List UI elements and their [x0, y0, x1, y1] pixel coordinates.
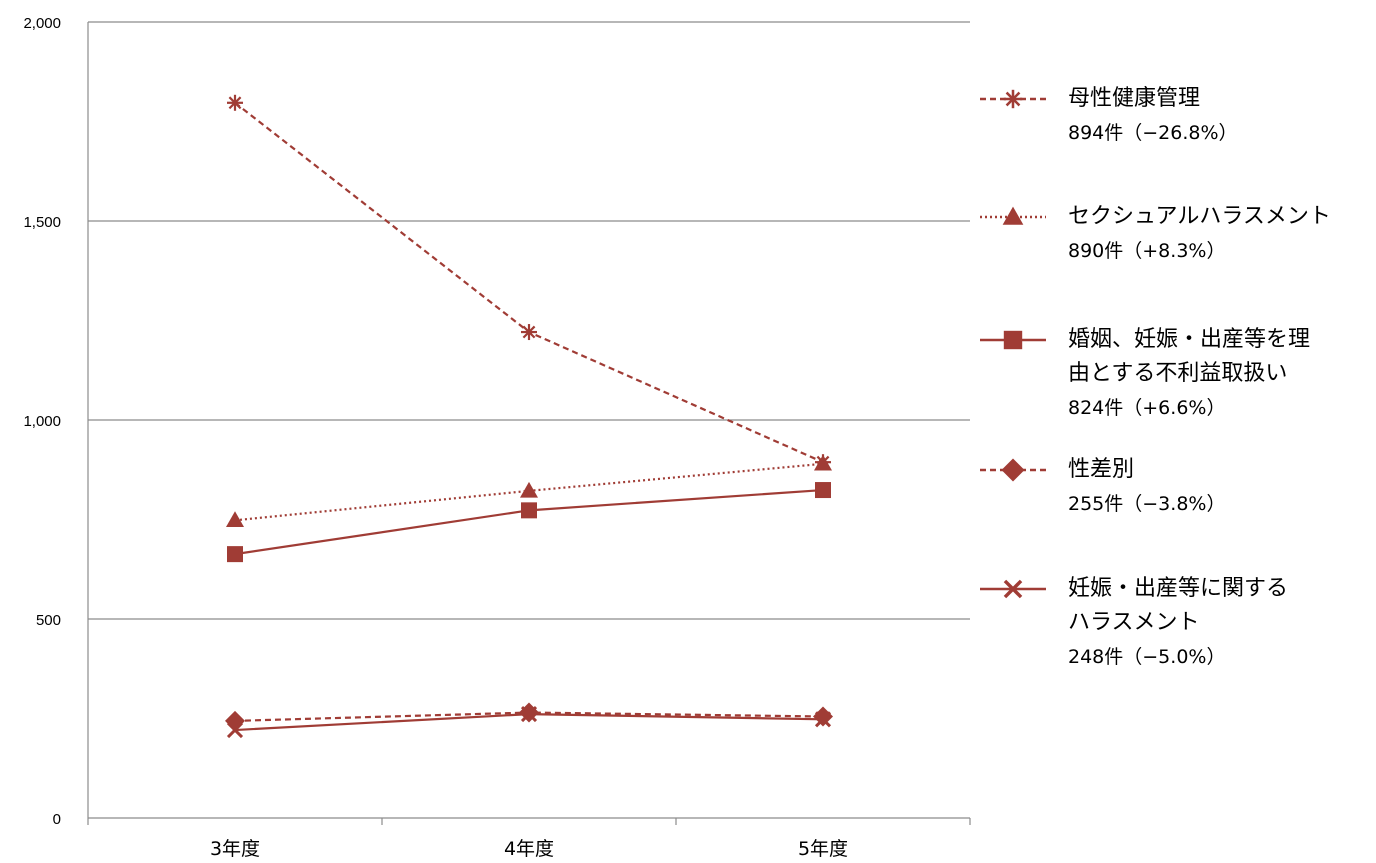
y-tick-label: 500 — [36, 612, 61, 629]
legend-detail: 248件（−5.0%） — [1068, 646, 1226, 668]
y-tick-label: 1,500 — [23, 214, 61, 231]
line-chart: 0 500 1,000 1,500 2,000 3年度 4年度 5年度 — [23, 15, 971, 860]
triangle-marker — [226, 511, 244, 528]
legend-label: セクシュアルハラスメント 890件（+8.3%） — [1068, 200, 1331, 268]
legend: 母性健康管理 894件（−26.8%） セクシュアルハラスメント 890件（+8.3%… — [980, 0, 1376, 863]
legend-marker — [980, 458, 1046, 482]
legend-label-line: ハラスメント — [1068, 610, 1200, 635]
legend-detail: 890件（+8.3%） — [1068, 240, 1226, 262]
legend-marker — [980, 89, 1046, 109]
diamond-marker — [1001, 458, 1025, 482]
legend-label-line: 婚姻、妊娠・出産等を理 — [1068, 327, 1311, 352]
asterisk-marker — [1003, 89, 1023, 109]
series-2 — [226, 454, 832, 528]
square-marker — [1003, 330, 1023, 350]
x-tick-label: 3年度 — [210, 838, 260, 860]
triangle-marker — [814, 454, 832, 471]
x-tick-label: 5年度 — [798, 838, 848, 860]
legend-marker — [980, 579, 1046, 599]
x-tick-label: 4年度 — [504, 838, 554, 860]
legend-label-line: 性差別 — [1068, 457, 1135, 482]
triangle-marker — [520, 481, 538, 498]
x-marker — [520, 706, 538, 723]
series-3 — [227, 482, 831, 563]
legend-label-line: 妊娠・出産等に関する — [1068, 576, 1289, 601]
asterisk-marker — [227, 94, 243, 111]
y-tick-label: 0 — [53, 811, 61, 828]
y-tick-label: 1,000 — [23, 413, 61, 430]
legend-label-line: セクシュアルハラスメント — [1068, 204, 1331, 229]
y-tick-labels: 0 500 1,000 1,500 2,000 — [23, 15, 61, 828]
x-marker — [226, 721, 244, 739]
legend-label: 性差別 255件（−3.8%） — [1068, 453, 1225, 521]
axes — [87, 22, 971, 825]
legend-marker — [980, 206, 1046, 225]
diamond-marker — [813, 706, 833, 727]
series-line — [234, 488, 824, 556]
y-tick-label: 2,000 — [23, 15, 61, 32]
series-1 — [227, 94, 831, 471]
grid-lines — [88, 21, 970, 620]
series-line — [234, 101, 824, 464]
legend-detail: 824件（+6.6%） — [1068, 397, 1226, 419]
square-marker — [815, 482, 831, 499]
legend-label-line: 母性健康管理 — [1068, 86, 1201, 111]
legend-detail: 894件（−26.8%） — [1068, 122, 1238, 144]
diamond-marker — [225, 710, 245, 731]
legend-label: 母性健康管理 894件（−26.8%） — [1068, 82, 1238, 150]
triangle-marker — [1002, 206, 1024, 225]
series-group — [225, 94, 833, 739]
x-marker — [814, 711, 832, 728]
legend-label: 妊娠・出産等に関する ハラスメント 248件（−5.0%） — [1068, 572, 1288, 674]
series-5 — [226, 706, 832, 739]
square-marker — [227, 546, 243, 563]
x-tick-labels: 3年度 4年度 5年度 — [210, 838, 848, 860]
asterisk-marker — [521, 324, 537, 341]
x-marker — [1003, 579, 1023, 599]
legend-marker — [980, 330, 1046, 350]
legend-label: 婚姻、妊娠・出産等を理 由とする不利益取扱い 824件（+6.6%） — [1068, 323, 1310, 425]
legend-detail: 255件（−3.8%） — [1068, 493, 1226, 515]
legend-label-line: 由とする不利益取扱い — [1068, 361, 1288, 386]
square-marker — [521, 502, 537, 519]
